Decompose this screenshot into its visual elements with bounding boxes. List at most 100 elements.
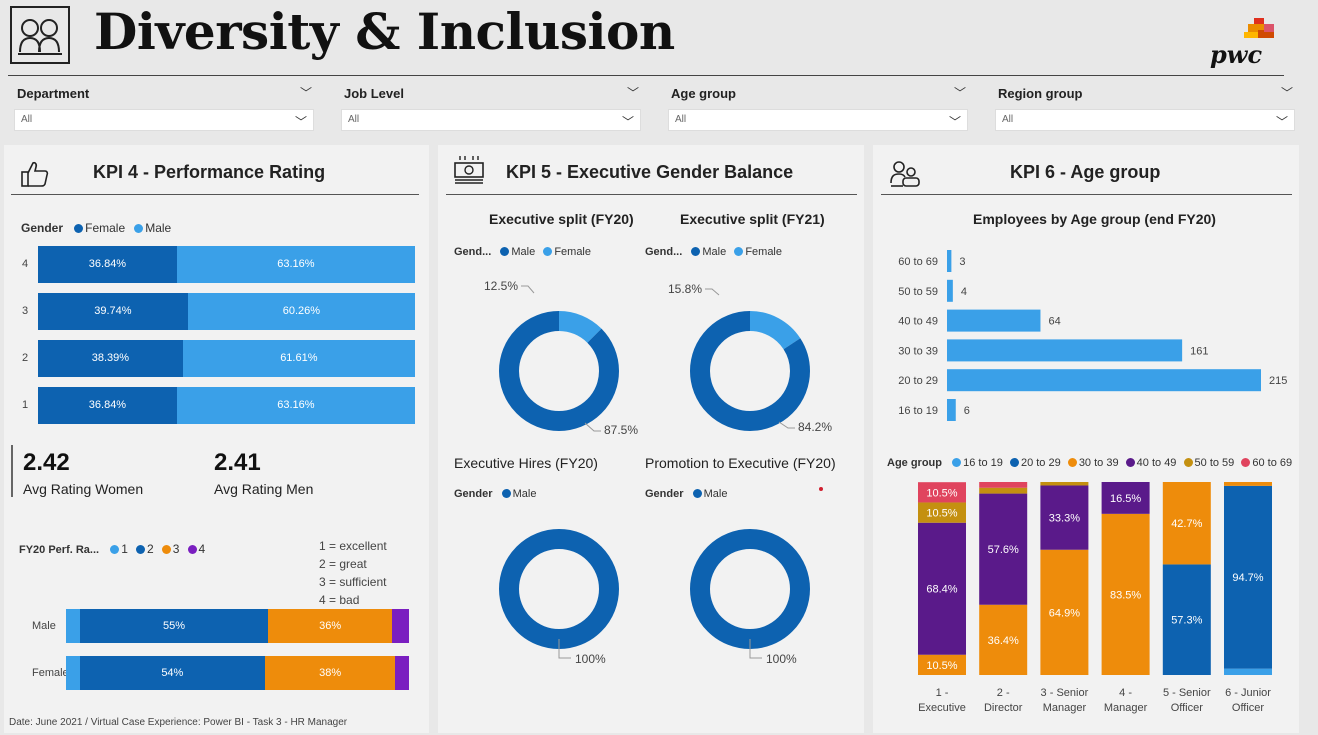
legend-item: 50 to 59: [1194, 457, 1235, 469]
slicer-dropdown[interactable]: All ﹀: [341, 109, 641, 131]
leader-line: [705, 288, 720, 296]
header: Diversity & Inclusion pwc: [0, 0, 1318, 76]
fy20-legend: Gend... Male Female: [454, 240, 591, 259]
level-data-label: 10.5%: [926, 660, 957, 672]
chevron-down-icon[interactable]: ﹀: [299, 86, 312, 100]
level-bar-segment: [1162, 482, 1211, 565]
age-40-49-swatch: [1125, 458, 1135, 467]
male-data-label: 61.61%: [280, 352, 318, 364]
legend-item: 40 to 49: [1136, 457, 1177, 469]
level-category-label: 4 -: [1119, 687, 1132, 699]
slicer-region-group[interactable]: Region group ﹀ All ﹀: [995, 82, 1295, 134]
page-title: Diversity & Inclusion: [94, 2, 675, 61]
level-data-label: 36.4%: [988, 635, 1019, 647]
perf-bar-segment: [79, 609, 269, 643]
level-category-label: Manager: [1104, 702, 1148, 714]
level-bar-segment: [1040, 485, 1089, 550]
legend-item: 60 to 69: [1252, 457, 1293, 469]
legend-title: Gender: [21, 221, 64, 235]
female-data-label: 38.39%: [91, 352, 130, 364]
rating-2-swatch: [135, 545, 145, 554]
age-data-label: 64: [1048, 316, 1060, 328]
female-swatch: [74, 224, 84, 233]
male-data-label: 63.16%: [277, 258, 315, 270]
level-bar-segment: [918, 522, 966, 655]
kpi4-title: KPI 4 - Performance Rating: [93, 162, 326, 182]
female-bar: [38, 340, 183, 377]
slicer-value: All: [348, 114, 360, 125]
level-bar-segment: [918, 654, 966, 675]
level-category-label: Officer: [1171, 702, 1204, 714]
male-swatch: [134, 224, 144, 233]
male-swatch: [691, 247, 701, 256]
male-bar: [176, 387, 415, 424]
male-data-label: 63.16%: [277, 399, 315, 411]
slicer-age-group[interactable]: Age group ﹀ All ﹀: [668, 82, 968, 134]
kpi5-panel: KPI 5 - Executive Gender Balance Executi…: [438, 145, 864, 733]
donut-data-label: 100%: [575, 652, 606, 666]
perf-bar-segment: [268, 609, 392, 643]
avg-women-label: Avg Rating Women: [23, 481, 144, 497]
level-data-label: 10.5%: [926, 508, 957, 520]
female-bar: [38, 246, 177, 283]
age-category-label: 30 to 39: [898, 345, 938, 357]
kpi5-title: KPI 5 - Executive Gender Balance: [506, 162, 794, 182]
age-bar: [947, 339, 1183, 362]
perf-bar-segment: [66, 609, 80, 643]
chevron-down-icon[interactable]: ﹀: [626, 86, 639, 100]
hires-title: Executive Hires (FY20): [454, 455, 598, 471]
perf-data-label: 54%: [161, 667, 184, 679]
level-data-label: 57.6%: [988, 544, 1019, 556]
leader-line: [584, 422, 601, 432]
male-swatch: [500, 247, 510, 256]
fy21-legend: Gend... Male Female: [645, 240, 782, 259]
executive-split-donuts: 12.5% 87.5% 15.8% 84.2%: [484, 279, 832, 435]
level-category-label: 3 - Senior: [1041, 687, 1089, 699]
slicer-dropdown[interactable]: All ﹀: [995, 109, 1295, 131]
level-data-label: 68.4%: [926, 584, 957, 596]
kpi4-divider: [11, 194, 419, 195]
legend-item: Male: [511, 246, 536, 258]
slicer-value: All: [21, 114, 33, 125]
level-category-label: Officer: [1232, 702, 1265, 714]
age-30-39-swatch: [1067, 458, 1077, 467]
age-bar: [947, 309, 1041, 332]
age-bar: [947, 279, 953, 302]
legend-item: Male: [702, 246, 727, 258]
level-bar-segment: [979, 604, 1028, 675]
warning-dot: [819, 487, 823, 491]
donut-slice: [690, 311, 810, 431]
slicer-dropdown[interactable]: All ﹀: [14, 109, 314, 131]
donut-data-label: 100%: [766, 652, 797, 666]
level-category-label: 6 - Junior: [1225, 687, 1271, 699]
slicer-label: Age group: [671, 86, 736, 101]
slicer-job-level[interactable]: Job Level ﹀ All ﹀: [341, 82, 641, 134]
kpi4-panel: KPI 4 - Performance Rating Gender Female…: [4, 145, 429, 733]
hires-legend: Gender Male: [454, 482, 536, 501]
level-bar-segment: [979, 487, 1028, 494]
chevron-down-icon[interactable]: ﹀: [953, 86, 966, 100]
level-bar-segment: [918, 502, 966, 523]
level-data-label: 10.5%: [926, 487, 957, 499]
people-icon: [10, 6, 70, 64]
level-bar-segment: [1040, 549, 1089, 675]
perf-distribution-chart: Male 55% 36% Female 54% 38%: [4, 605, 429, 705]
employees-by-age-chart: 60 to 69 3 50 to 59 4 40 to 49 64 30 to 39 161 2…: [898, 250, 1287, 421]
legend-title: Gend...: [645, 246, 683, 258]
perf-category-label: Female: [32, 667, 69, 679]
rating-scale-notes: 1 = excellent 2 = great 3 = sufficient 4…: [319, 537, 387, 609]
slicer-department[interactable]: Department ﹀ All ﹀: [14, 82, 314, 134]
pwc-logo: [1244, 18, 1274, 38]
male-swatch: [501, 489, 511, 498]
male-bar: [182, 340, 415, 377]
chevron-down-icon[interactable]: ﹀: [1280, 86, 1293, 100]
age-category-label: 20 to 29: [898, 375, 938, 387]
age-50-59-swatch: [1183, 458, 1193, 467]
scale-note: 1 = excellent: [319, 539, 387, 553]
kpi6-panel: KPI 6 - Age group Employees by Age group…: [873, 145, 1299, 733]
executive-movement-donuts: 100% 100%: [499, 529, 810, 666]
legend-item: Female: [554, 246, 591, 258]
perf-bar-segment: [391, 609, 409, 643]
slicer-dropdown[interactable]: All ﹀: [668, 109, 968, 131]
rating-3-swatch: [161, 545, 171, 554]
